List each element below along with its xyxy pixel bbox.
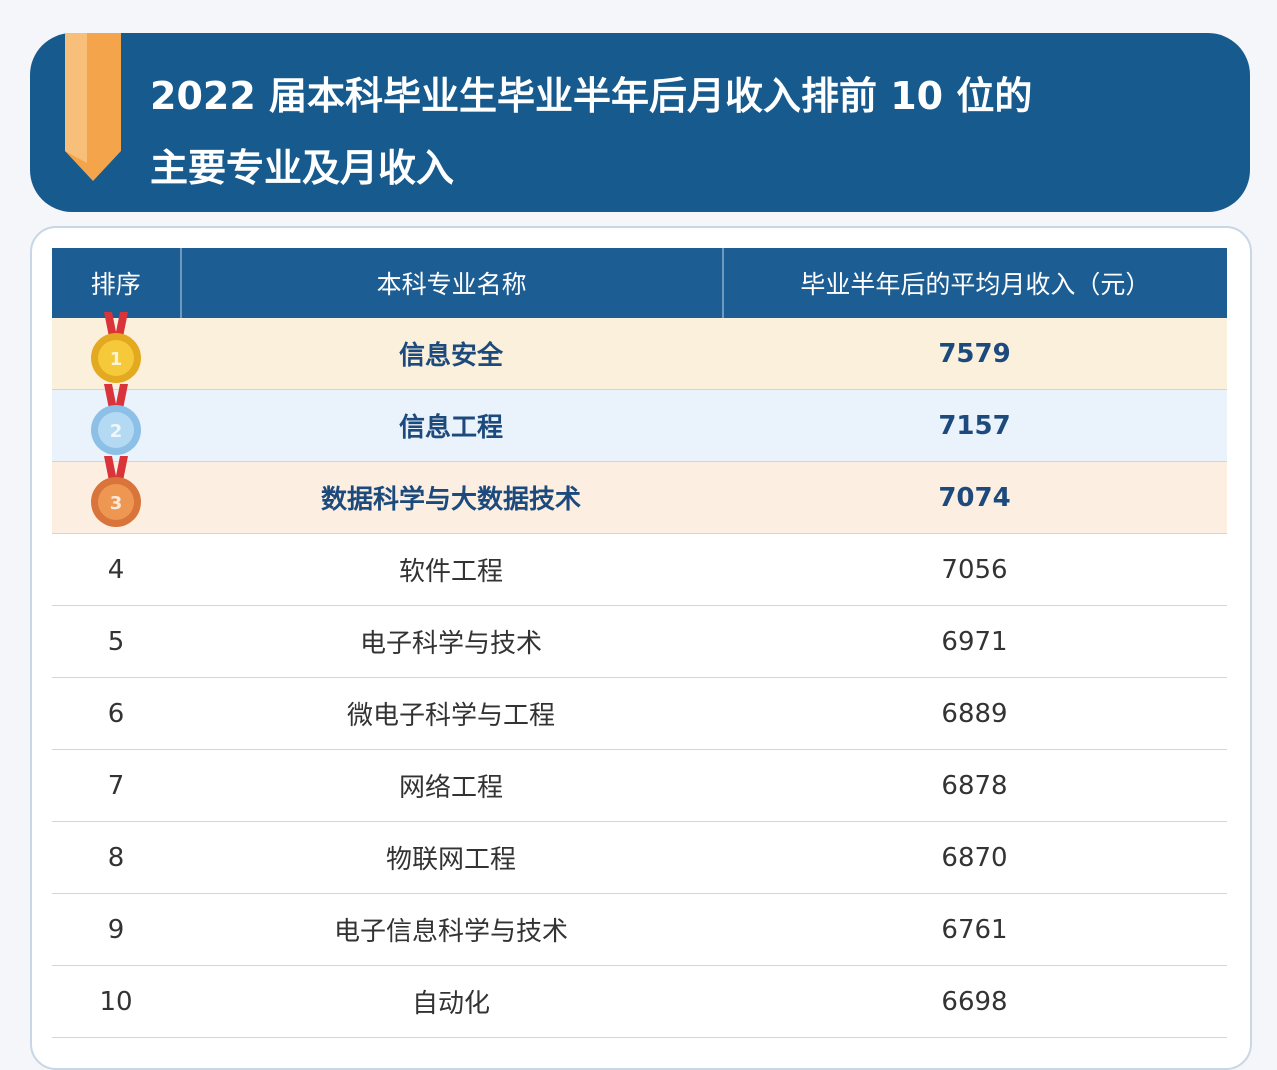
ribbon-icon: [65, 33, 121, 181]
income-cell: 6889: [941, 698, 1008, 729]
table: 排序 本科专业名称 毕业半年后的平均月收入（元） 1 信息安全 7579 2 信息工程 71…: [52, 248, 1227, 1038]
income-cell: 6878: [941, 770, 1008, 801]
medal-icon: 2: [91, 384, 141, 455]
rank-cell: 9: [107, 914, 125, 945]
income-cell: 6870: [941, 842, 1008, 873]
major-cell: 网络工程: [398, 773, 503, 803]
table-row: 9 电子信息科学与技术 6761: [52, 894, 1227, 966]
income-cell: 6971: [941, 626, 1008, 657]
major-cell: 软件工程: [398, 557, 503, 587]
rank-cell: 2: [52, 384, 180, 461]
table-row: 6 微电子科学与工程 6889: [52, 678, 1227, 750]
rank-cell: 7: [107, 770, 125, 801]
rank-cell: 10: [99, 986, 133, 1017]
rank-number: 2: [110, 421, 123, 442]
rank-cell: 1: [52, 312, 180, 389]
major-cell: 信息安全: [398, 341, 503, 371]
major-cell: 电子科学与技术: [359, 629, 542, 659]
major-cell: 信息工程: [398, 413, 503, 443]
rank-cell: 6: [107, 698, 125, 729]
income-cell: 7056: [941, 554, 1008, 585]
rank-number: 3: [110, 493, 123, 514]
table-row: 10 自动化 6698: [52, 966, 1227, 1038]
major-cell: 物联网工程: [385, 845, 516, 875]
major-cell: 数据科学与大数据技术: [320, 485, 581, 515]
income-cell: 6698: [941, 986, 1008, 1017]
rank-number: 1: [110, 349, 123, 370]
rank-cell: 4: [107, 554, 125, 585]
table-row: 7 网络工程 6878: [52, 750, 1227, 822]
income-cell: 7074: [938, 482, 1011, 513]
header-cell: 本科专业名称: [182, 248, 724, 318]
medal-icon: 1: [91, 312, 141, 383]
table-row: 3 数据科学与大数据技术 7074: [52, 456, 1227, 534]
table-row: 2 信息工程 7157: [52, 384, 1227, 462]
income-cell: 6761: [941, 914, 1008, 945]
page: 2022 届本科毕业生毕业半年后月收入排前 10 位的 主要专业及月收入 排序本…: [30, 33, 1252, 1070]
table-row: 8 物联网工程 6870: [52, 822, 1227, 894]
major-cell: 自动化: [411, 989, 490, 1019]
table-row: 1 信息安全 7579: [52, 312, 1227, 390]
major-cell: 微电子科学与工程: [346, 701, 555, 731]
rank-cell: 3: [52, 456, 180, 533]
header-cell: 毕业半年后的平均月收入（元）: [800, 270, 1151, 299]
title-banner: 2022 届本科毕业生毕业半年后月收入排前 10 位的 主要专业及月收入: [30, 33, 1250, 212]
rank-cell: 8: [107, 842, 125, 873]
header-row: 排序 本科专业名称 毕业半年后的平均月收入（元）: [52, 248, 1227, 318]
rank-cell: 5: [107, 626, 125, 657]
table-row: 4 软件工程 7056: [52, 534, 1227, 606]
major-cell: 电子信息科学与技术: [333, 917, 568, 947]
income-cell: 7579: [938, 338, 1011, 369]
table-row: 5 电子科学与技术 6971: [52, 606, 1227, 678]
title-line: 2022 届本科毕业生毕业半年后月收入排前 10 位的: [150, 74, 1033, 118]
title-line: 主要专业及月收入: [150, 146, 455, 190]
medal-icon: 3: [91, 456, 141, 527]
income-cell: 7157: [938, 410, 1011, 441]
header-cell: 排序: [52, 248, 182, 318]
